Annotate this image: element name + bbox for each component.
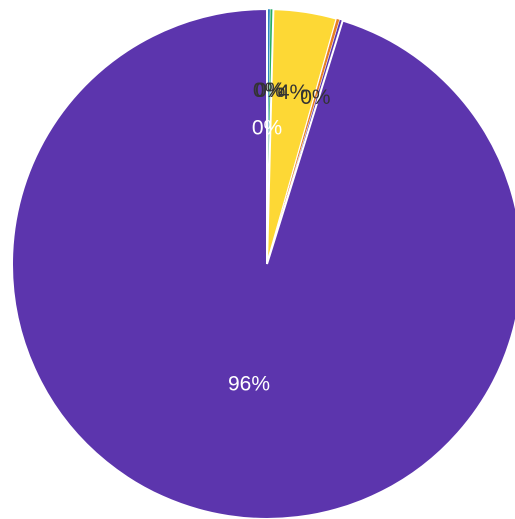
slice-label: 4% [278,81,308,104]
slice-label: 96% [228,373,270,396]
slice-label: 0% [253,79,283,102]
slice-label: 0% [255,79,285,102]
slice-label: 0% [300,86,330,109]
slice-label: 0% [252,117,282,140]
pie-slice [11,7,515,519]
pie-labels: 0%0%4%0%0%96% [228,79,331,395]
pie-slices [11,7,515,519]
